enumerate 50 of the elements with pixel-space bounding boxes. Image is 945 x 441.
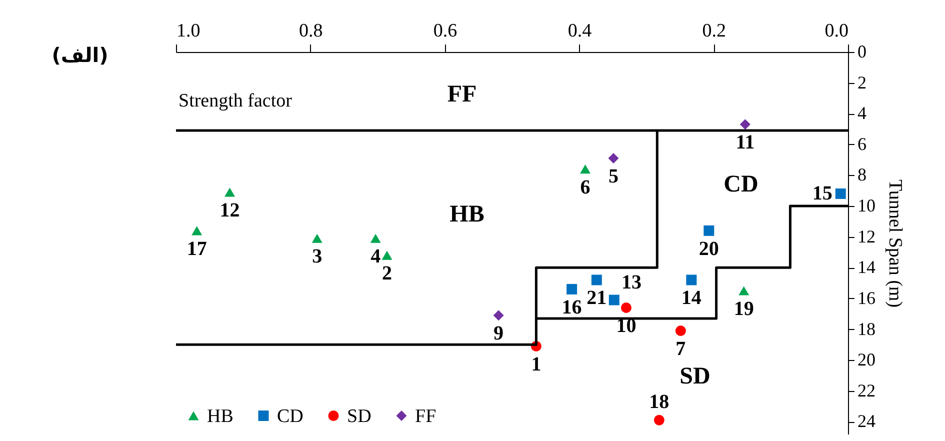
annotation: 13	[622, 272, 642, 294]
annotation: 4	[370, 246, 381, 268]
annotation: 16	[562, 296, 582, 318]
y-tick-label: 0	[858, 42, 866, 62]
annotation: 2	[382, 262, 392, 285]
x-axis-title: Strength factor	[178, 90, 293, 112]
annotation: CD	[724, 172, 758, 198]
x-tick-label: 0.4	[568, 20, 592, 42]
annotation: 5	[608, 166, 618, 188]
annotation: 15	[812, 182, 832, 205]
legend-label: CD	[277, 406, 304, 427]
annotation: 6	[580, 176, 590, 198]
y-tick-label: 14	[858, 257, 876, 278]
annotation: HB	[450, 202, 484, 228]
y-axis-title: Tunnel Span (m)	[884, 179, 906, 308]
x-tick-label: 0.2	[702, 20, 726, 42]
annotation: 9	[494, 322, 504, 345]
x-tick-label: 0.6	[433, 20, 458, 42]
annotation: 17	[186, 238, 207, 260]
annotation: FF	[447, 82, 477, 108]
y-tick-label: 22	[858, 380, 876, 400]
annotation: 21	[586, 287, 607, 310]
y-tick-label: 2	[858, 72, 866, 92]
y-tick-label: 20	[858, 350, 876, 370]
legend-label: HB	[207, 406, 234, 427]
annotation: 20	[698, 238, 719, 260]
annotation: 11	[736, 132, 755, 154]
annotation: 1	[531, 353, 542, 376]
y-tick-label: 6	[858, 134, 866, 154]
annotation: 7	[676, 338, 686, 360]
y-tick-label: 10	[858, 196, 876, 216]
y-tick-label: 24	[858, 411, 876, 432]
x-tick-label: 1.0	[176, 20, 200, 42]
legend-label: SD	[347, 406, 372, 427]
x-tick-label: 0.0	[824, 20, 848, 42]
annotation: 14	[681, 287, 702, 310]
annotation: 19	[734, 298, 754, 320]
y-tick-label: 12	[858, 226, 876, 246]
x-tick-label: 0.8	[299, 20, 323, 42]
annotation: 10	[616, 314, 636, 337]
y-tick-label: 16	[858, 288, 876, 308]
text: (الف)	[52, 43, 108, 67]
annotation: 18	[649, 390, 670, 413]
annotation: 3	[312, 246, 322, 268]
y-tick-label: 18	[858, 318, 876, 339]
annotation: 12	[220, 199, 240, 222]
y-tick-label: 4	[858, 103, 866, 124]
legend-label: FF	[415, 406, 436, 427]
y-tick-label: 8	[858, 164, 866, 185]
annotation: SD	[680, 364, 710, 390]
